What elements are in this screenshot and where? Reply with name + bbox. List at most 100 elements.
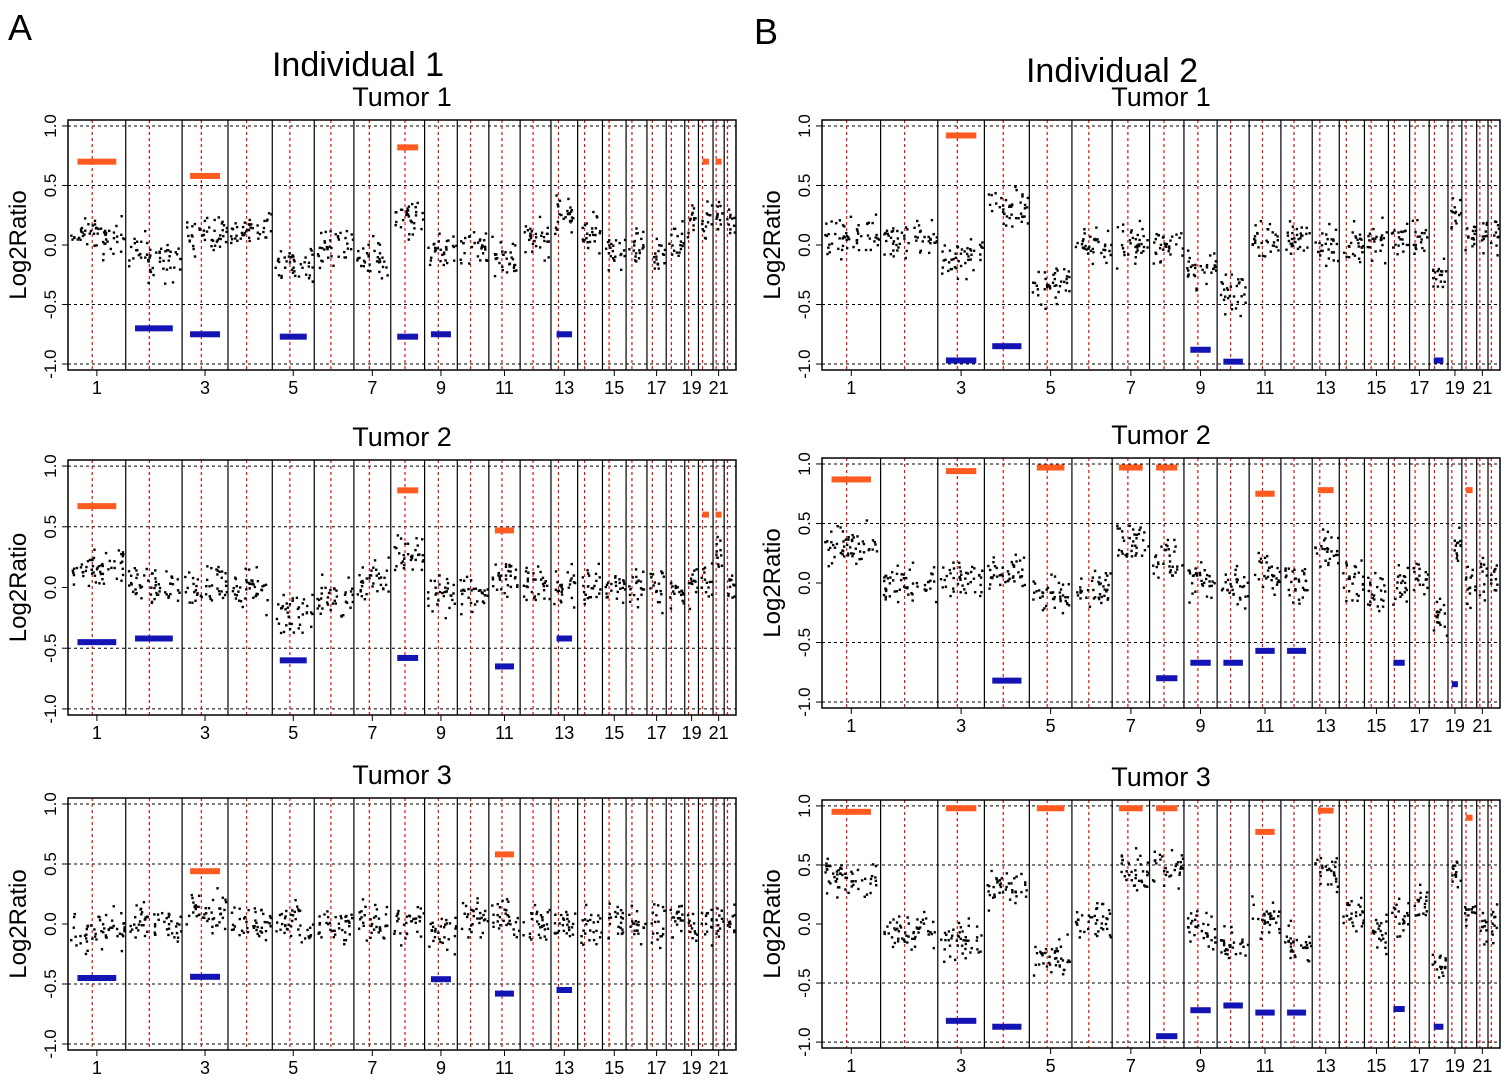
data-point <box>1096 238 1099 241</box>
data-point <box>623 254 626 258</box>
data-point <box>917 224 921 227</box>
data-point <box>445 922 449 925</box>
data-point <box>1270 565 1274 568</box>
data-point <box>992 556 995 559</box>
data-point <box>1043 607 1046 610</box>
data-point <box>1081 239 1084 243</box>
data-point <box>1142 234 1145 238</box>
data-point <box>427 597 430 600</box>
data-point <box>1303 572 1306 576</box>
data-point <box>1284 569 1287 572</box>
data-point <box>222 234 225 238</box>
data-point <box>193 255 197 258</box>
data-point <box>472 914 475 918</box>
data-point <box>707 586 710 589</box>
data-point <box>629 588 632 591</box>
data-point <box>119 561 123 565</box>
data-point <box>224 584 228 588</box>
data-point <box>442 251 446 254</box>
data-point <box>139 252 142 256</box>
data-point <box>1396 575 1400 578</box>
data-point <box>540 916 544 919</box>
data-point <box>628 585 631 588</box>
data-point <box>560 583 563 587</box>
data-point <box>871 539 875 542</box>
data-point <box>1065 281 1069 285</box>
x-tick-label: 7 <box>1126 378 1136 398</box>
data-point <box>337 922 341 925</box>
data-point <box>529 234 533 237</box>
data-point <box>1139 863 1142 866</box>
data-point <box>224 900 228 904</box>
data-point <box>452 592 455 595</box>
data-point <box>874 236 877 239</box>
data-point <box>1205 911 1208 915</box>
data-point <box>1100 601 1103 605</box>
panel-title-a: Individual 1 <box>272 46 444 84</box>
data-point <box>548 908 551 912</box>
data-point <box>1086 252 1090 255</box>
data-point <box>337 255 340 258</box>
data-point <box>1265 910 1268 913</box>
data-point <box>1000 877 1004 880</box>
loss-segment <box>1223 659 1243 666</box>
data-point <box>165 593 168 596</box>
data-point <box>1001 574 1004 578</box>
data-point <box>71 238 74 241</box>
data-point <box>1332 871 1336 874</box>
data-point <box>1361 244 1365 248</box>
data-point <box>1308 232 1311 235</box>
data-point <box>130 928 134 931</box>
data-point <box>358 911 361 914</box>
data-point <box>138 584 142 587</box>
data-point <box>384 583 388 587</box>
data-point <box>345 919 349 923</box>
data-point <box>1290 237 1294 241</box>
data-point <box>594 572 598 576</box>
data-point <box>216 569 220 572</box>
loss-segment <box>494 990 514 997</box>
x-tick-label: 3 <box>956 1056 966 1076</box>
data-point <box>618 578 621 581</box>
data-point <box>1164 244 1167 247</box>
data-point <box>913 226 916 230</box>
data-point <box>470 930 473 934</box>
data-point <box>1426 586 1429 590</box>
data-point <box>653 920 657 924</box>
data-point <box>1361 251 1364 254</box>
data-point <box>841 553 844 556</box>
data-point <box>635 260 638 263</box>
data-point <box>1304 941 1308 944</box>
data-point <box>482 913 485 917</box>
data-point <box>1056 960 1060 963</box>
data-point <box>1237 282 1241 285</box>
data-point <box>165 917 168 920</box>
data-point <box>1236 578 1239 581</box>
data-point <box>1360 896 1363 900</box>
data-point <box>727 208 731 211</box>
data-point <box>598 231 602 235</box>
data-point <box>902 576 906 580</box>
data-point <box>1351 231 1354 234</box>
data-point <box>1433 961 1437 964</box>
data-point <box>1286 234 1290 237</box>
data-point <box>1495 564 1498 567</box>
data-point <box>465 915 469 919</box>
data-point <box>1192 574 1196 577</box>
data-point <box>654 252 657 255</box>
data-point <box>1004 198 1008 202</box>
data-point <box>137 929 140 932</box>
data-point <box>929 237 932 241</box>
gain-segment <box>1465 814 1473 821</box>
data-point <box>840 864 843 867</box>
data-point <box>980 590 983 594</box>
data-point <box>112 237 116 240</box>
data-point <box>277 274 281 277</box>
x-tick-label: 9 <box>436 723 446 743</box>
data-point <box>70 938 73 942</box>
loss-segment <box>1223 1002 1243 1009</box>
data-point <box>221 596 225 600</box>
gain-segment <box>190 868 220 875</box>
data-point <box>614 910 617 914</box>
data-point <box>492 921 495 924</box>
